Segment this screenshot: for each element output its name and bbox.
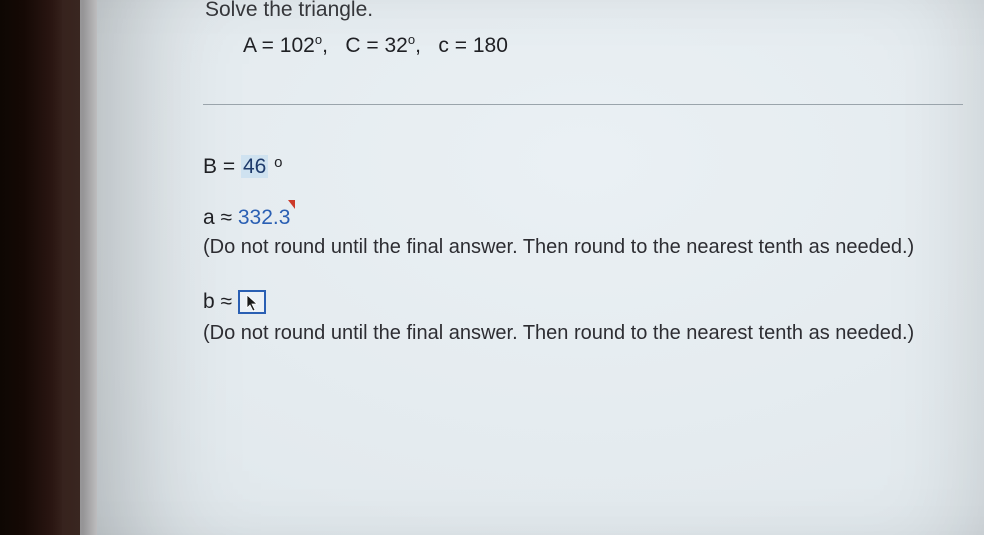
- left-border-shadow: [62, 0, 97, 535]
- b-input[interactable]: [238, 290, 266, 314]
- flag-icon: [288, 200, 295, 209]
- value-A: 102: [280, 34, 315, 57]
- B-label: B =: [203, 155, 241, 178]
- rounding-note-2: (Do not round until the final answer. Th…: [203, 322, 914, 345]
- b-label: b ≈: [203, 290, 232, 314]
- given-values: A = 102o, C = 32o, c = 180: [243, 32, 508, 58]
- value-c: 180: [473, 34, 508, 57]
- page: Solve the triangle. A = 102o, C = 32o, c…: [97, 0, 984, 535]
- answer-b-line: b ≈: [203, 290, 266, 314]
- a-label: a ≈: [203, 206, 238, 229]
- divider: [203, 104, 963, 105]
- rounding-note-1: (Do not round until the final answer. Th…: [203, 236, 914, 259]
- a-value: 332.3: [238, 206, 291, 229]
- problem-instruction: Solve the triangle.: [205, 0, 373, 22]
- answer-a-line: a ≈ 332.3: [203, 206, 290, 230]
- answer-B-line: B = 46 o: [203, 152, 283, 179]
- value-C: 32: [385, 34, 408, 57]
- B-unit: o: [274, 154, 282, 171]
- B-value: 46: [241, 155, 268, 178]
